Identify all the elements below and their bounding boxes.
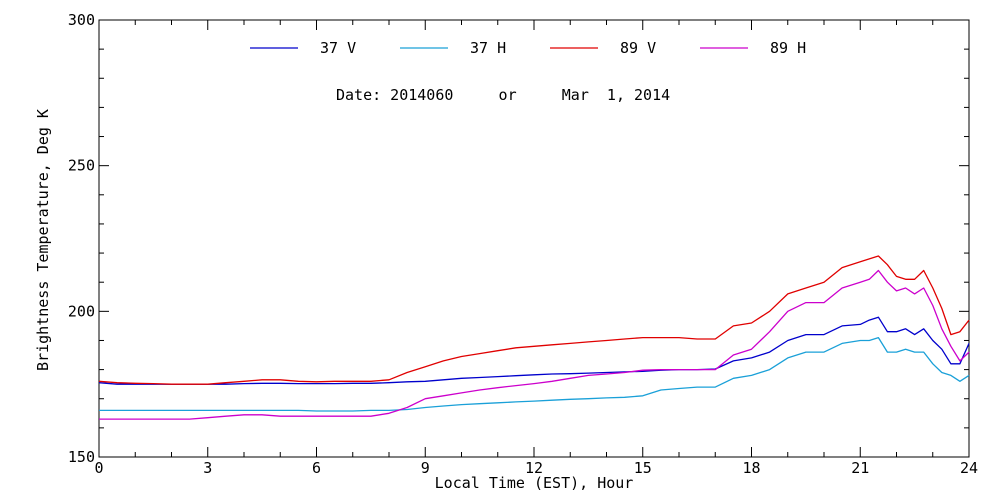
legend-label: 89 V — [620, 39, 656, 57]
legend-label: 89 H — [770, 39, 806, 57]
x-axis-title: Local Time (EST), Hour — [435, 474, 634, 492]
axis-ticks: 0 3 6 9 12 15 18 21 24 150 200 250 300 — [68, 11, 978, 477]
series-line-37-v — [98, 316, 970, 385]
x-tick-label: 24 — [960, 459, 978, 477]
chart-subtitle: Date: 2014060 or Mar 1, 2014 — [336, 86, 670, 104]
y-tick-label: 250 — [68, 157, 95, 175]
y-tick-label: 300 — [68, 11, 95, 29]
y-tick-label: 200 — [68, 302, 95, 320]
legend-label: 37 H — [470, 39, 506, 57]
series-line-89-v — [98, 255, 970, 385]
x-tick-label: 15 — [634, 459, 652, 477]
x-tick-label: 6 — [312, 459, 321, 477]
x-tick-label: 0 — [94, 459, 103, 477]
y-tick-label: 150 — [68, 448, 95, 466]
x-tick-label: 21 — [851, 459, 869, 477]
series-line-37-h — [99, 336, 970, 412]
x-tick-label: 9 — [421, 459, 430, 477]
series-lines — [98, 255, 970, 420]
legend-label: 37 V — [320, 39, 356, 57]
legend: 37 V 37 H 89 V 89 H — [250, 39, 806, 57]
x-tick-label: 3 — [203, 459, 212, 477]
x-tick-label: 18 — [742, 459, 760, 477]
x-tick-label: 12 — [525, 459, 543, 477]
y-axis-title: Brightness Temperature, Deg K — [34, 109, 52, 371]
series-line-89-h — [99, 269, 970, 420]
